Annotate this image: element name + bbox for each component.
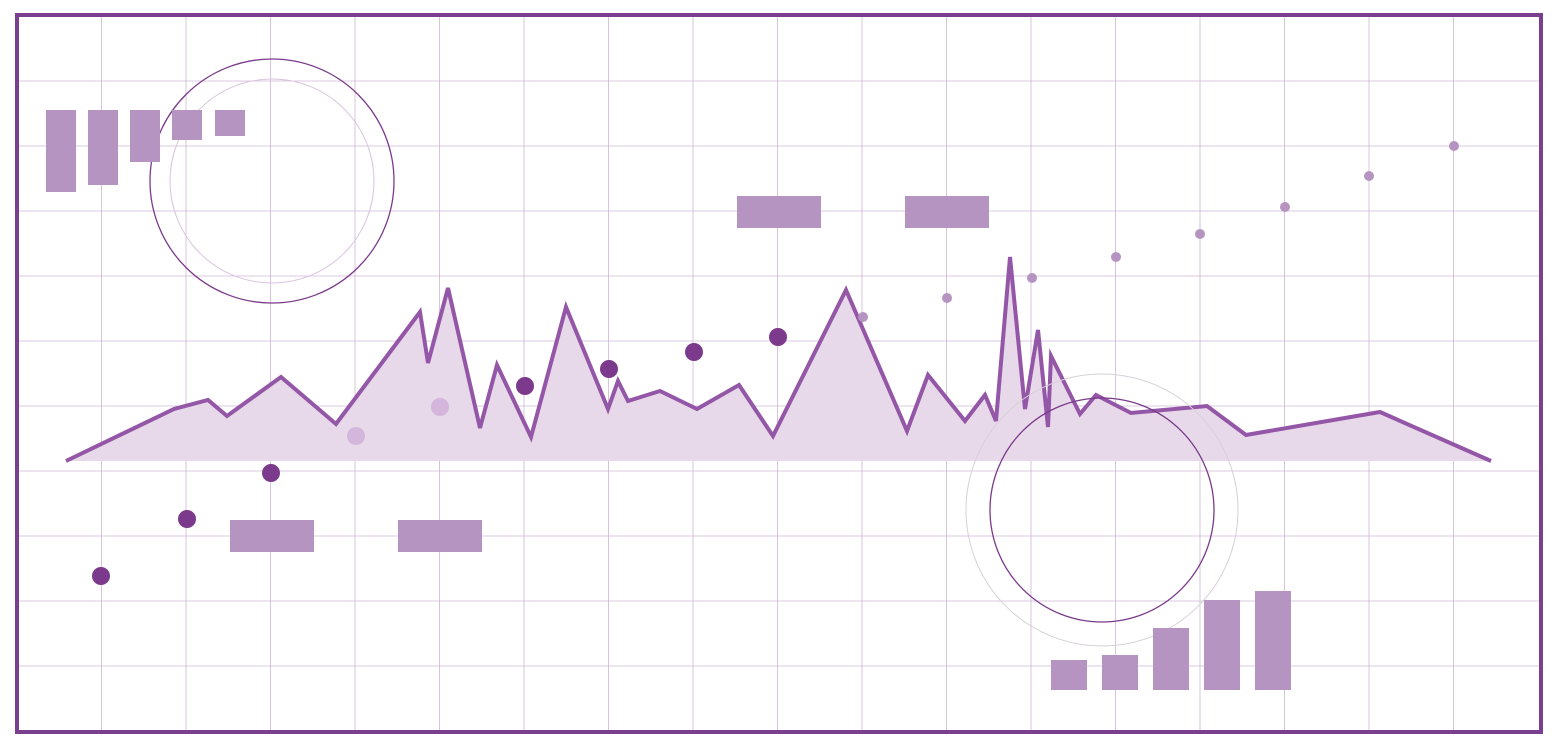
dot <box>600 360 618 378</box>
ring <box>989 397 1215 623</box>
bar-group <box>1051 591 1291 690</box>
dot-group <box>347 398 449 445</box>
block <box>737 196 821 228</box>
dot <box>942 293 952 303</box>
dot <box>347 427 365 445</box>
bar <box>1255 591 1291 690</box>
dot-group <box>92 328 787 585</box>
block-group <box>230 196 989 552</box>
dot <box>858 312 868 322</box>
bar <box>88 110 118 185</box>
dot <box>431 398 449 416</box>
bar <box>215 110 245 136</box>
ring <box>149 58 395 304</box>
bar <box>130 110 160 162</box>
area-line <box>65 256 1492 463</box>
dot-group <box>858 141 1459 322</box>
dot <box>769 328 787 346</box>
ring <box>965 373 1239 647</box>
block <box>905 196 989 228</box>
dot <box>1111 252 1121 262</box>
bar <box>1204 600 1240 690</box>
block <box>230 520 314 552</box>
dot <box>1364 171 1374 181</box>
bar-group <box>46 110 245 192</box>
dot <box>516 377 534 395</box>
dot <box>262 464 280 482</box>
dot <box>1449 141 1459 151</box>
dot <box>1280 202 1290 212</box>
bar <box>1153 628 1189 690</box>
dot <box>1195 229 1205 239</box>
bar <box>1051 660 1087 690</box>
frame <box>15 13 1543 734</box>
ring <box>169 78 375 284</box>
dot <box>1027 273 1037 283</box>
dot <box>178 510 196 528</box>
block <box>398 520 482 552</box>
dot <box>92 567 110 585</box>
bar <box>46 110 76 192</box>
dot <box>685 343 703 361</box>
grid <box>19 17 1539 730</box>
area-fill <box>66 257 1491 461</box>
bar <box>172 110 202 140</box>
bar <box>1102 655 1138 690</box>
